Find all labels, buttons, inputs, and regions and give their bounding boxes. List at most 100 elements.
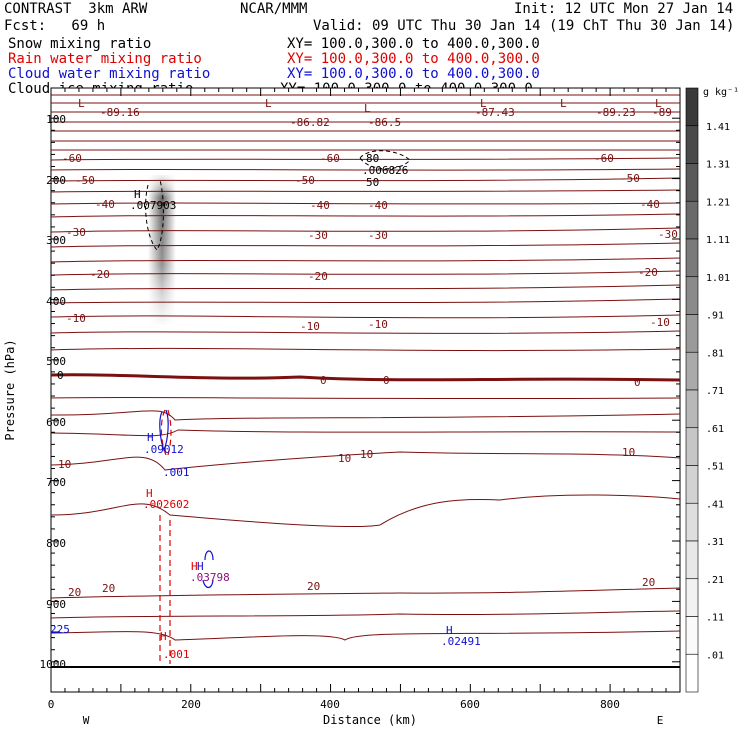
- contour-label: 20: [642, 576, 655, 589]
- contour-line: [50, 242, 681, 248]
- y-axis-label: Pressure (hPa): [3, 339, 17, 440]
- x-tick-label: 0: [48, 698, 55, 711]
- contour-line: [50, 610, 681, 619]
- colorbar-label: .41: [706, 499, 724, 510]
- extremum-value: 225: [50, 623, 70, 636]
- contour-label: -10: [650, 316, 670, 329]
- title-left: CONTRAST 3km ARW: [4, 1, 148, 17]
- y-tick-label: 500: [46, 355, 66, 368]
- contour-line: [50, 149, 681, 151]
- contour-line: [50, 410, 681, 421]
- colorbar-swatch: [685, 276, 699, 315]
- contour-line: [50, 177, 681, 182]
- contour-label: 10: [360, 448, 373, 461]
- snow-shading: [148, 175, 176, 325]
- low-mark: L: [265, 97, 272, 110]
- contour-line: [50, 227, 681, 233]
- colorbar-swatch: [685, 125, 699, 164]
- init-time: Init: 12 UTC Mon 27 Jan 14: [514, 1, 734, 17]
- colorbar-label: 1.31: [706, 160, 730, 171]
- contour-line: [50, 189, 681, 193]
- contour-label: 0: [634, 376, 641, 389]
- extremum-kind: H: [146, 487, 153, 500]
- x-end-left: W: [83, 714, 90, 727]
- contour-line: [50, 111, 681, 113]
- forecast-hour: Fcst: 69 h: [4, 18, 106, 34]
- contour-label: -50: [620, 172, 640, 185]
- contour-label: -20: [90, 268, 110, 281]
- contour-label: -40: [640, 198, 660, 211]
- colorbar-label: .21: [706, 575, 724, 586]
- extremum-kind: H: [191, 560, 198, 573]
- colorbar-label: 1.01: [706, 273, 730, 284]
- contour-label: -40: [310, 199, 330, 212]
- colorbar-label: .91: [706, 311, 724, 322]
- colorbar-label: .61: [706, 424, 724, 435]
- contour-line: [50, 451, 681, 471]
- rain-contour: [160, 409, 167, 456]
- contour-line: [50, 347, 681, 352]
- contour-line: [50, 157, 681, 161]
- extremum-value: .002602: [143, 498, 189, 511]
- contour-label: -60: [594, 152, 614, 165]
- extremum-kind: H: [134, 188, 141, 201]
- contour-label: 10: [58, 458, 71, 471]
- contour-label: -30: [66, 226, 86, 239]
- contour-label: -89.23: [596, 106, 636, 119]
- x-tick-label: 200: [181, 698, 201, 711]
- low-mark: L: [560, 97, 567, 110]
- extremum-kind: H: [160, 630, 167, 643]
- rain-contour: [167, 409, 172, 456]
- extremum-kind: H: [197, 560, 204, 573]
- contour-line: [50, 330, 681, 334]
- extremum-value: .001: [163, 466, 190, 479]
- colorbar-label: .01: [706, 650, 724, 661]
- field-label-snow: Snow mixing ratio: [8, 36, 152, 52]
- extremum-value: .03798: [190, 571, 230, 584]
- contour-line: [50, 121, 681, 123]
- contour-label: 10: [622, 446, 635, 459]
- field-label-rain: Rain water mixing ratio: [8, 51, 202, 67]
- contour-line: [50, 202, 681, 205]
- contour-label: -40: [368, 199, 388, 212]
- contour-label: -60: [62, 152, 82, 165]
- contour-label: -10: [368, 318, 388, 331]
- colorbar-label: 1.21: [706, 197, 730, 208]
- colorbar-swatch: [685, 389, 699, 429]
- contour-line: [50, 298, 681, 304]
- contour-label: -89.16: [100, 106, 140, 119]
- colorbar-label: .31: [706, 537, 724, 548]
- contour-label: -50: [295, 174, 315, 187]
- colorbar-swatch: [685, 351, 699, 391]
- contour-label: -86.82: [290, 116, 330, 129]
- contour-label: -50: [75, 174, 95, 187]
- y-tick-label: 800: [46, 537, 66, 550]
- field-xy-snow: XY= 100.0,300.0 to 400.0,300.0: [287, 36, 540, 52]
- contour-label: 20: [102, 582, 115, 595]
- colorbar-swatch: [685, 427, 699, 466]
- colorbar-swatch: [685, 540, 699, 580]
- contour-line: [50, 429, 681, 437]
- contour-line: [50, 257, 681, 263]
- colorbar-label: .71: [706, 386, 724, 397]
- colorbar-swatch: [685, 578, 699, 617]
- ice-contour: [359, 150, 411, 170]
- colorbar-label: .81: [706, 348, 724, 359]
- contour-label: 20: [68, 586, 81, 599]
- colorbar-label: 1.41: [706, 122, 730, 133]
- colorbar-label: .51: [706, 462, 724, 473]
- extremum-kind: H: [147, 431, 154, 444]
- colorbar-swatch: [685, 200, 699, 240]
- contour-label: -20: [638, 266, 658, 279]
- y-tick-label: 1000: [40, 658, 67, 671]
- extremum-value: .006826: [362, 164, 408, 177]
- contour-label: -10: [300, 320, 320, 333]
- colorbar-swatch: [685, 465, 699, 504]
- contour-label: -30: [658, 228, 678, 241]
- contour-label: 0: [57, 369, 64, 382]
- field-xy-rain: XY= 100.0,300.0 to 400.0,300.0: [287, 51, 540, 67]
- colorbar-swatch: [685, 87, 699, 127]
- field-xy-cloud-water: XY= 100.0,300.0 to 400.0,300.0: [287, 66, 540, 82]
- low-mark: L: [78, 97, 85, 110]
